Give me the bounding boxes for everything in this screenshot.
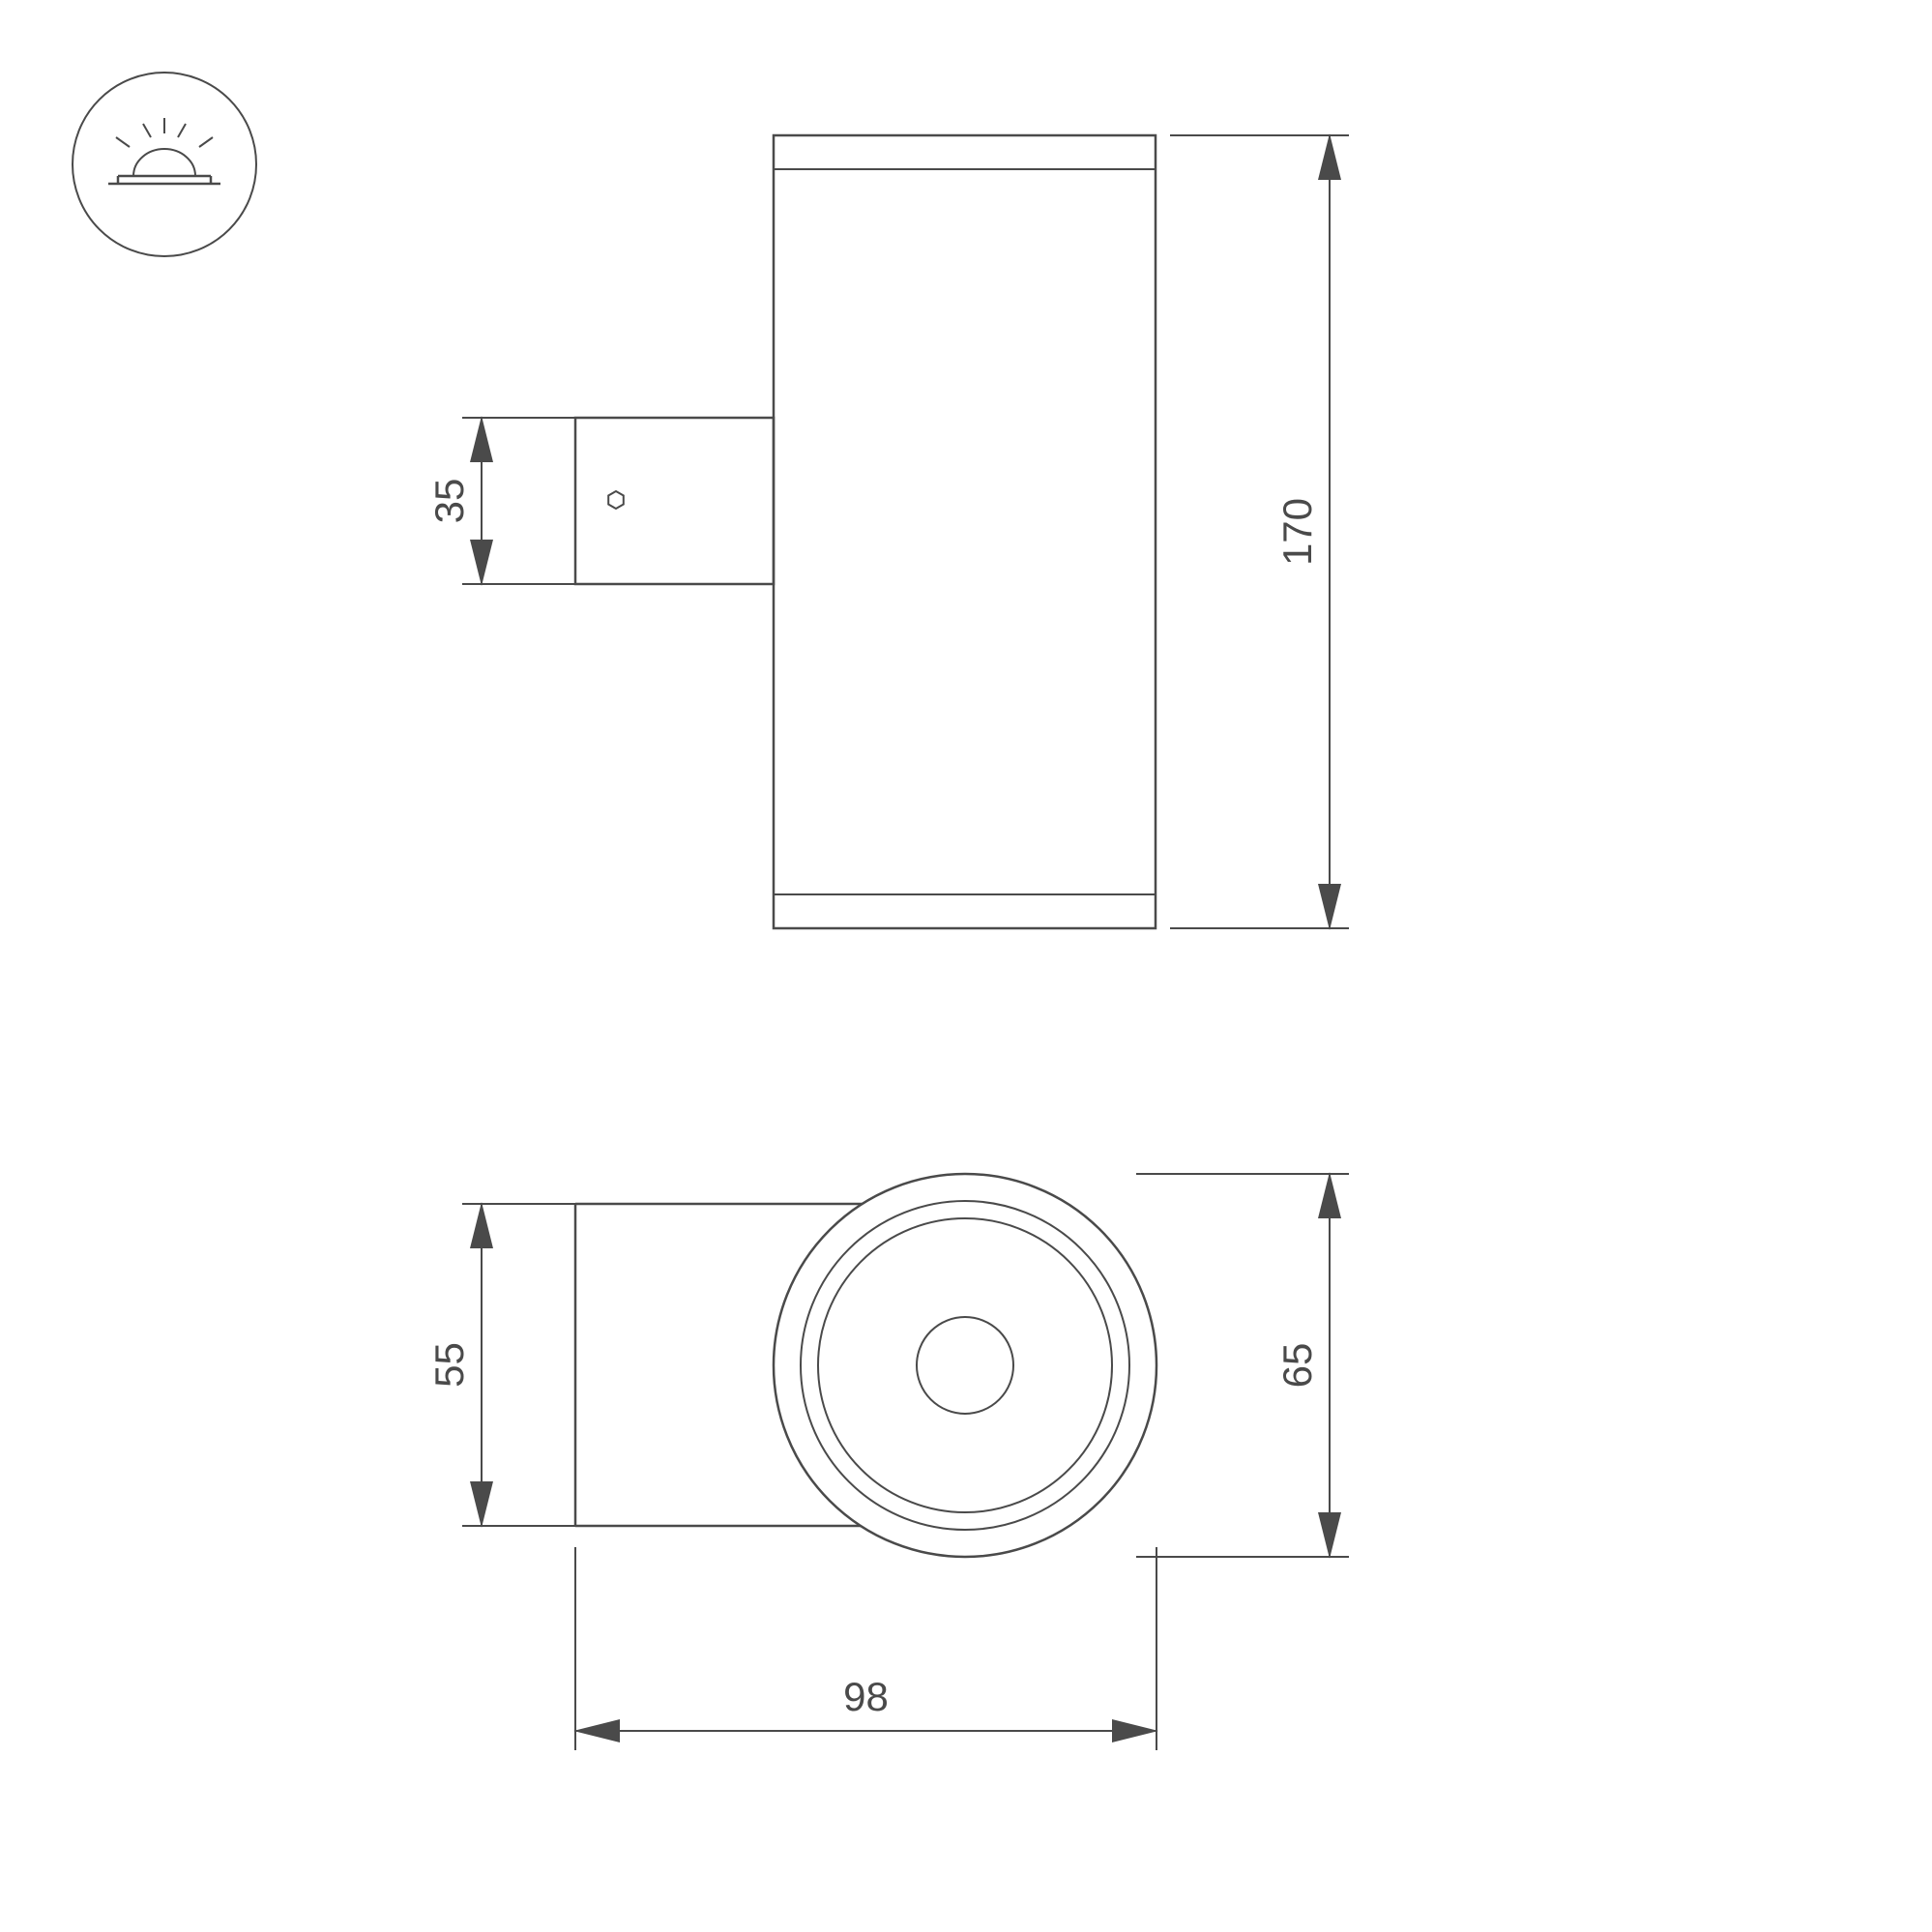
dimension-170: 170	[1170, 135, 1349, 928]
top-view	[575, 1174, 1156, 1557]
dimension-55: 55	[426, 1204, 575, 1526]
light-fixture-icon	[73, 73, 256, 256]
technical-drawing: 170 35 55 65 98	[0, 0, 1932, 1932]
dimension-98: 98	[575, 1547, 1156, 1750]
side-view	[575, 135, 1156, 928]
dimension-55-label: 55	[426, 1342, 472, 1388]
dimension-98-label: 98	[843, 1674, 889, 1719]
dimension-35-label: 35	[426, 479, 472, 524]
dimensions: 170 35 55 65 98	[426, 135, 1349, 1750]
dimension-35: 35	[426, 418, 575, 584]
dimension-65: 65	[1136, 1174, 1349, 1557]
dimension-170-label: 170	[1274, 498, 1320, 566]
dimension-65-label: 65	[1274, 1343, 1320, 1389]
